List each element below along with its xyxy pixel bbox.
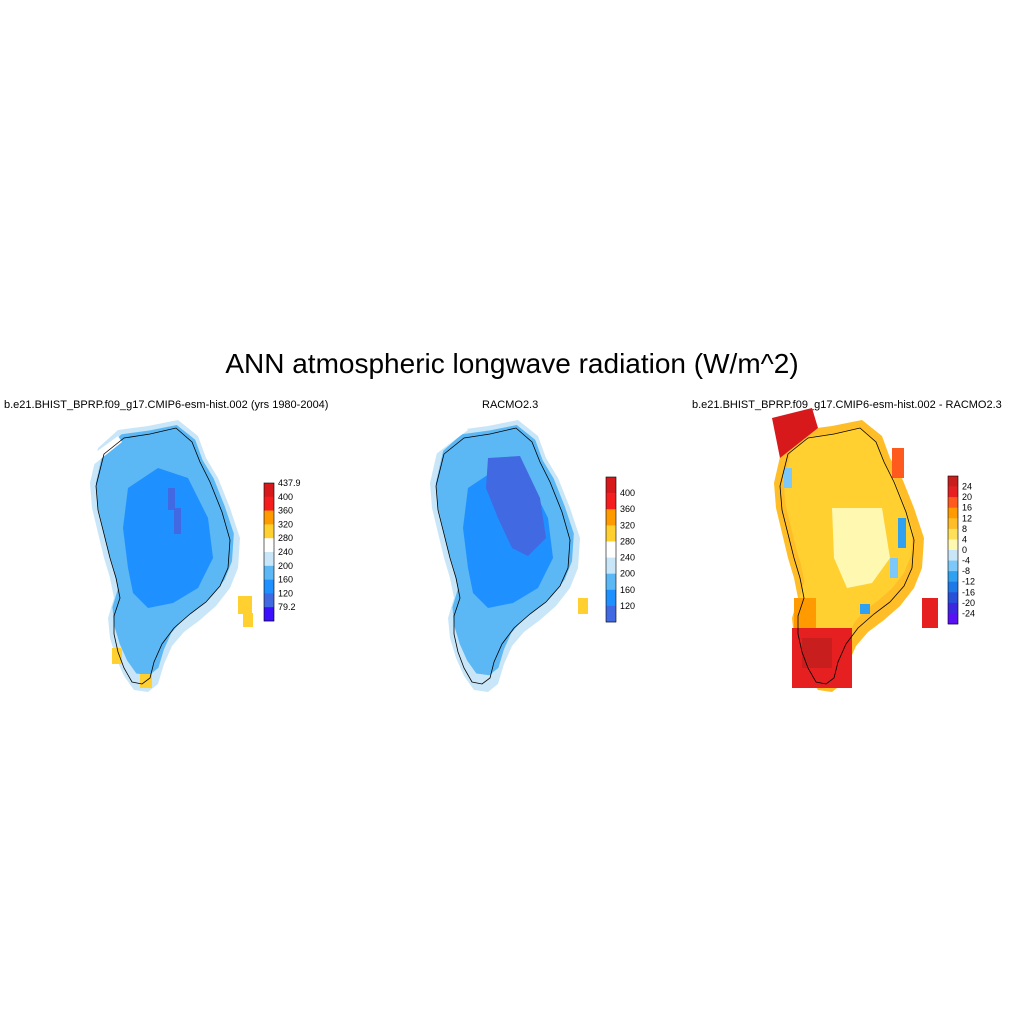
colorbar-swatch bbox=[948, 550, 958, 561]
colorbar-frame bbox=[947, 475, 959, 625]
colorbar-swatch bbox=[264, 565, 274, 580]
map-panel-diff bbox=[772, 408, 938, 692]
colorbar-tick-label: 16 bbox=[962, 503, 972, 513]
colorbar-frame bbox=[263, 482, 275, 622]
colorbar-tick-label: 240 bbox=[278, 547, 293, 557]
colorbar-tick-label: 400 bbox=[620, 488, 635, 498]
colorbar-swatch bbox=[264, 579, 274, 594]
colorbar-swatch bbox=[948, 602, 958, 614]
colorbar-tick-label: 12 bbox=[962, 513, 972, 523]
colorbar-tick-label: 8 bbox=[962, 524, 967, 534]
colorbar-tick-label: 320 bbox=[620, 520, 635, 530]
colorbar-swatch bbox=[606, 477, 616, 494]
colorbar-swatch bbox=[606, 509, 616, 526]
colorbar-tick-label: 120 bbox=[620, 601, 635, 611]
colorbar-tick-label: 320 bbox=[278, 519, 293, 529]
colorbar-tick-label: 160 bbox=[620, 585, 635, 595]
colorbar-frame bbox=[605, 476, 617, 623]
colorbar-tick-label: -24 bbox=[962, 608, 975, 618]
colorbar-swatch bbox=[948, 571, 958, 583]
colorbar-swatch bbox=[264, 524, 274, 539]
colorbar-swatch bbox=[606, 589, 616, 607]
colorbar-swatch bbox=[264, 483, 274, 498]
colorbar-obs: 400 360 320 280 240 200 160 120 bbox=[605, 476, 635, 623]
colorbar-swatch bbox=[264, 552, 274, 567]
colorbar-tick-label: -20 bbox=[962, 598, 975, 608]
colorbar-swatch bbox=[948, 476, 958, 487]
colorbar-swatch bbox=[948, 486, 958, 498]
colorbar-tick-label: 24 bbox=[962, 482, 972, 492]
colorbar-swatch bbox=[948, 518, 958, 530]
colorbar-swatch bbox=[264, 496, 274, 511]
colorbar-tick-label: 280 bbox=[620, 536, 635, 546]
map-panel-obs bbox=[428, 412, 588, 692]
colorbar-tick-label: -4 bbox=[962, 556, 970, 566]
colorbar-swatch bbox=[606, 557, 616, 574]
colorbar-tick-label: 437.9 bbox=[278, 478, 301, 488]
colorbar-swatch bbox=[948, 528, 958, 540]
colorbar-swatch bbox=[606, 573, 616, 591]
map-panel-model bbox=[88, 420, 253, 692]
colorbar-tick-label: 120 bbox=[278, 588, 293, 598]
colorbar-swatch bbox=[264, 538, 274, 553]
colorbar-swatch bbox=[948, 539, 958, 551]
colorbar-swatch bbox=[264, 510, 274, 525]
colorbar-tick-label: -12 bbox=[962, 577, 975, 587]
colorbar-swatch bbox=[264, 607, 274, 622]
colorbar-tick-label: 4 bbox=[962, 534, 967, 544]
colorbar-swatch bbox=[606, 541, 616, 558]
min-cell bbox=[168, 488, 175, 510]
colorbar-swatch bbox=[948, 497, 958, 509]
colorbar-tick-label: 240 bbox=[620, 553, 635, 563]
colorbar-swatch bbox=[606, 493, 616, 510]
colorbar-model: 437.9 400 360 320 280 240 200 160 120 79.2 bbox=[263, 478, 301, 622]
panel-title-diff: b.e21.BHIST_BPRP.f09_g17.CMIP6-esm-hist.… bbox=[692, 399, 1002, 411]
colorbar-tick-label: 360 bbox=[620, 504, 635, 514]
colorbar-tick-label: 79.2 bbox=[278, 602, 296, 612]
colorbar-tick-label: 0 bbox=[962, 545, 967, 555]
panel-title-obs: RACMO2.3 bbox=[482, 399, 539, 411]
figure-title: ANN atmospheric longwave radiation (W/m^… bbox=[225, 348, 799, 379]
colorbar-swatch bbox=[606, 525, 616, 542]
colorbar-tick-label: 200 bbox=[620, 569, 635, 579]
colorbar-swatch bbox=[948, 581, 958, 593]
colorbar-swatch bbox=[948, 592, 958, 604]
colorbar-swatch bbox=[948, 560, 958, 572]
colorbar-tick-label: 360 bbox=[278, 506, 293, 516]
colorbar-tick-label: 200 bbox=[278, 561, 293, 571]
colorbar-swatch bbox=[264, 593, 274, 608]
colorbar-swatch bbox=[948, 507, 958, 519]
colorbar-tick-label: -16 bbox=[962, 587, 975, 597]
colorbar-swatch bbox=[948, 613, 958, 625]
colorbar-tick-label: 280 bbox=[278, 533, 293, 543]
colorbar-tick-label: 400 bbox=[278, 492, 293, 502]
panel-title-model: b.e21.BHIST_BPRP.f09_g17.CMIP6-esm-hist.… bbox=[4, 399, 329, 411]
colorbar-tick-label: 160 bbox=[278, 575, 293, 585]
colorbar-swatch bbox=[606, 605, 616, 623]
colorbar-tick-label: 20 bbox=[962, 492, 972, 502]
colorbar-tick-label: -8 bbox=[962, 566, 970, 576]
